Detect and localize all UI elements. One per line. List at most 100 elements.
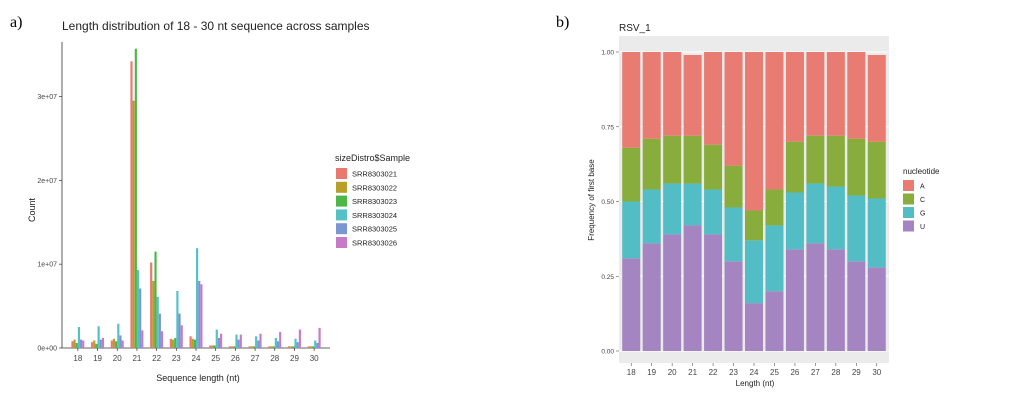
chart-a-bar <box>239 334 242 348</box>
chart-a: 0e+00 1e+07 2e+07 3e+07 18 19 20 21 22 23 24 25 26 27… <box>37 42 330 363</box>
chart-a-bar <box>121 340 124 348</box>
chart-b-xtick-label: 22 <box>709 368 718 377</box>
chart-a-bar <box>71 341 74 348</box>
chart-b-bar-segment <box>826 249 845 351</box>
chart-b-xtick-label: 30 <box>872 368 881 377</box>
chart-a-bar <box>252 346 256 348</box>
chart-b-legend-label: G <box>920 211 925 218</box>
chart-a-bar <box>287 346 291 348</box>
chart-a-xtick-label: 25 <box>211 354 220 363</box>
chart-b-xtick-label: 18 <box>627 368 636 377</box>
chart-a-bar <box>178 313 181 348</box>
chart-a-bar <box>93 340 96 348</box>
chart-b-legend-label: C <box>920 197 925 204</box>
chart-b-xtick-label: 21 <box>688 368 697 377</box>
chart-b-ytick-label: 0.25 <box>601 274 614 281</box>
chart-a-bar <box>134 48 137 348</box>
chart-b-bar-segment <box>765 225 784 292</box>
chart-a-bar <box>309 346 312 348</box>
chart-a-xtick-label: 26 <box>231 354 240 363</box>
chart-b-bar-segment <box>663 52 682 136</box>
chart-a-legend-swatch <box>336 195 347 207</box>
chart-a-bar <box>91 342 94 348</box>
chart-a-bar <box>75 342 78 348</box>
chart-b-bar-segment <box>765 291 784 351</box>
chart-b-bar-segment <box>622 201 641 259</box>
chart-a-bar <box>255 336 258 348</box>
chart-b-legend-swatch <box>903 207 914 218</box>
chart-a-bar <box>213 345 216 348</box>
chart-a-legend-swatch <box>336 181 347 193</box>
chart-a-bar <box>215 329 218 348</box>
chart-a-xtick-label: 29 <box>290 354 299 363</box>
chart-a-bar <box>101 337 105 348</box>
chart-a-xtick-label: 21 <box>132 354 141 363</box>
chart-a-bar <box>119 335 122 348</box>
chart-a-bar <box>211 345 214 348</box>
chart-a-ylabel: Count <box>27 198 37 223</box>
chart-b-bar-segment <box>683 135 702 184</box>
chart-a-bar <box>318 327 321 348</box>
chart-b-bar-segment <box>826 135 845 187</box>
chart-a-bar <box>176 290 179 348</box>
chart-b-bar-segment <box>642 189 661 244</box>
chart-a-bar <box>276 341 280 348</box>
chart-a-xtick-label: 19 <box>93 354 102 363</box>
chart-a-legend-label: SRR8303022 <box>352 183 397 192</box>
chart-a-bar <box>156 296 159 348</box>
chart-b-ytick-label: 0.75 <box>601 124 614 131</box>
chart-b-xtick-label: 29 <box>852 368 861 377</box>
chart-b-bar-segment <box>704 234 723 351</box>
chart-a-bar <box>160 331 164 348</box>
chart-b-bar-segment <box>785 192 804 250</box>
chart-a-bar <box>250 346 253 348</box>
chart-b-bar-segment <box>683 54 702 136</box>
chart-a-bar <box>292 346 295 348</box>
chart-a-bar <box>115 341 118 348</box>
chart-b-bar-segment <box>806 135 825 184</box>
chart-b-bar-segment <box>622 258 641 351</box>
chart-b-bar-segment <box>724 207 743 262</box>
chart-a-legend-label: SRR8303024 <box>352 211 397 220</box>
chart-a-bar <box>290 346 293 348</box>
chart-b-bar-segment <box>785 52 804 142</box>
chart-a-bar <box>191 338 194 348</box>
chart-b-xlabel: Length (nt) <box>736 379 775 388</box>
chart-a-bar <box>307 346 310 348</box>
chart-a-bar <box>95 343 98 348</box>
chart-b-xtick-label: 23 <box>729 368 738 377</box>
chart-b-legend-label: A <box>920 184 925 191</box>
chart-a-bar <box>259 333 262 348</box>
chart-a-bar <box>257 340 260 348</box>
chart-b-bar-segment <box>683 225 702 351</box>
chart-b-bar-segment <box>826 186 845 250</box>
chart-b-bar-segment <box>622 147 641 202</box>
chart-a-bar <box>77 327 81 348</box>
chart-a-bar <box>209 345 212 348</box>
chart-a-bar <box>279 332 282 348</box>
chart-a-legend-swatch <box>336 223 347 235</box>
chart-a-xtick-label: 20 <box>113 354 122 363</box>
chart-a-bar <box>139 288 142 348</box>
chart-a-bar <box>99 339 102 348</box>
chart-b-bar-segment <box>867 141 886 199</box>
chart-b-title: RSV_1 <box>619 23 651 34</box>
chart-a-xtick-label: 28 <box>270 354 279 363</box>
chart-a-bar <box>171 339 175 348</box>
chart-a-xtick-label: 30 <box>310 354 319 363</box>
chart-a-xtick-label: 24 <box>192 354 201 363</box>
chart-b-xtick-label: 24 <box>750 368 759 377</box>
chart-b-bar-segment <box>785 141 804 193</box>
chart-a-legend-label: SRR8303025 <box>352 225 397 234</box>
chart-a-bar <box>298 329 301 348</box>
chart-a-bar <box>193 339 196 348</box>
chart-a-bar <box>311 346 315 348</box>
chart-b-xtick-label: 27 <box>811 368 820 377</box>
chart-a-bar <box>150 262 153 348</box>
chart-a-xlabel: Sequence length (nt) <box>156 373 240 383</box>
chart-b-bar-segment <box>744 52 764 211</box>
chart-a-bar <box>268 346 271 348</box>
chart-b-bar-segment <box>847 261 866 351</box>
chart-b-bar-segment <box>724 52 743 166</box>
chart-b-bar-segment <box>847 138 866 196</box>
